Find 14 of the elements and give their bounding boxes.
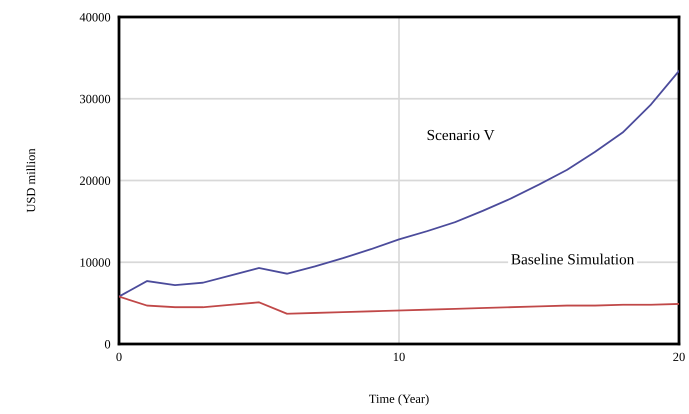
- line-series: [119, 296, 679, 315]
- y-tick-label: 40000: [80, 13, 110, 22]
- x-axis-title: Time (Year): [369, 394, 429, 406]
- x-tick-label: 20: [673, 352, 685, 362]
- y-tick-label: 10000: [80, 258, 110, 267]
- y-tick-label: 0: [104, 340, 110, 348]
- y-tick-label: 30000: [80, 94, 110, 104]
- annotation: Scenario V: [428, 130, 494, 140]
- annotation: Baseline Simulation: [511, 254, 634, 264]
- x-tick-label: 0: [116, 352, 122, 362]
- line-series: [119, 70, 679, 298]
- y-tick-label: 20000: [80, 176, 110, 185]
- y-axis-title: USD million: [26, 148, 36, 212]
- x-tick-label: 10: [394, 352, 405, 362]
